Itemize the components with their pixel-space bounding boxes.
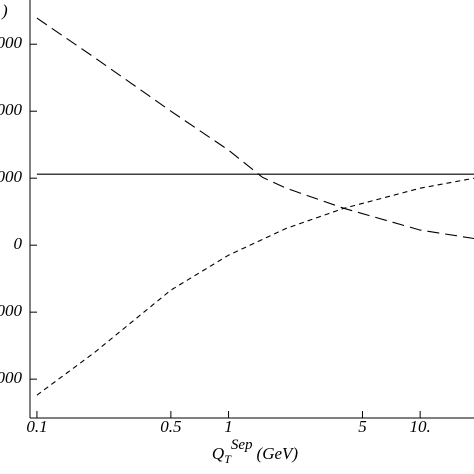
x-tick-label: 0.5 bbox=[160, 417, 181, 436]
x-axis-label: QTSep (GeV) bbox=[212, 437, 299, 465]
y-tick-label: 000 bbox=[0, 33, 23, 52]
y-tick-label: 000 bbox=[0, 301, 23, 320]
y-tick-label: 000 bbox=[0, 100, 23, 119]
x-tick-label: 10. bbox=[410, 417, 431, 436]
x-tick-label: 5 bbox=[358, 417, 367, 436]
y-tick-label: 0 bbox=[14, 234, 23, 253]
y-tick-label: 000 bbox=[0, 368, 23, 387]
x-tick-label: 0.1 bbox=[26, 417, 47, 436]
x-tick-label: 1 bbox=[224, 417, 233, 436]
y-axis-label: ) bbox=[1, 1, 8, 20]
curve bbox=[36, 17, 474, 240]
y-tick-label: 000 bbox=[0, 167, 23, 186]
curve bbox=[36, 177, 474, 396]
